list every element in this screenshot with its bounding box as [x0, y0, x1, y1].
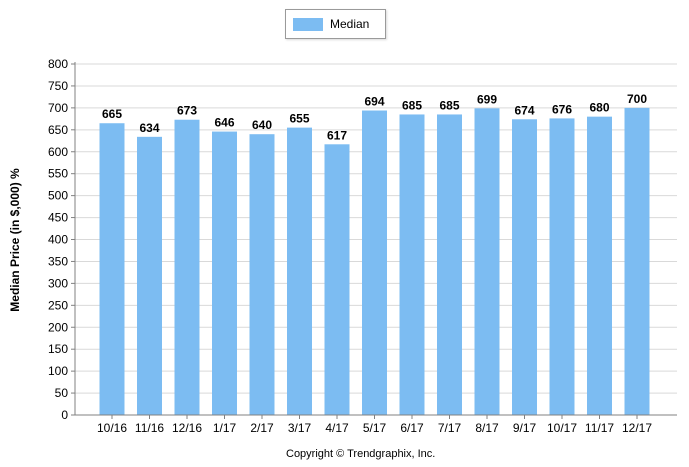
data-label: 699: [477, 92, 497, 106]
y-tick-label: 450: [48, 211, 68, 225]
data-label: 646: [214, 116, 234, 130]
data-label: 680: [589, 101, 609, 115]
bar: [324, 144, 350, 415]
y-tick-label: 800: [48, 57, 68, 71]
bar: [174, 119, 200, 415]
x-tick-label: 9/17: [513, 421, 537, 435]
x-tick-label: 2/17: [250, 421, 274, 435]
bars: [99, 107, 650, 416]
axes: 0 50 100 150 200 250 300 350 400 450 500 550 600 650 7…: [48, 57, 677, 435]
y-tick-label: 100: [48, 364, 68, 378]
x-tick-label: 1/17: [213, 421, 237, 435]
bar: [362, 110, 387, 415]
y-axis-title: Median Price (in $,000) %: [8, 168, 22, 312]
bar: [212, 131, 237, 415]
bar: [512, 119, 537, 415]
data-labels: 665 634 673 646 640 655 617 694 685 685 699 674 676 6…: [102, 92, 647, 142]
data-label: 634: [139, 121, 159, 135]
x-tick-label: 7/17: [438, 421, 462, 435]
y-tick-label: 50: [55, 386, 69, 400]
legend-label-median: Median: [330, 17, 370, 31]
x-tick-label: 11/17: [585, 421, 614, 435]
x-tick-label: 11/16: [135, 421, 164, 435]
bar: [249, 134, 275, 415]
bar: [437, 114, 462, 416]
data-label: 694: [364, 95, 384, 109]
data-label: 665: [102, 107, 122, 121]
bar: [549, 118, 575, 415]
x-tick-label: 10/17: [547, 421, 577, 435]
y-tick-label: 750: [48, 79, 68, 93]
data-label: 640: [252, 118, 272, 132]
y-tick-label: 150: [48, 342, 68, 356]
data-label: 685: [439, 98, 459, 112]
bar: [287, 127, 312, 416]
data-label: 676: [552, 102, 572, 116]
data-label: 655: [289, 112, 309, 126]
bar: [99, 123, 125, 415]
y-tick-label: 700: [48, 101, 68, 115]
y-tick-label: 250: [48, 298, 68, 312]
bar: [474, 108, 500, 415]
y-tick-label: 400: [48, 233, 68, 247]
copyright-text: Copyright © Trendgraphix, Inc.: [286, 448, 436, 460]
legend-swatch-median: [293, 18, 323, 31]
x-tick-label: 8/17: [475, 421, 499, 435]
data-label: 700: [627, 92, 647, 106]
x-tick-label: 10/16: [97, 421, 127, 435]
x-tick-label: 5/17: [363, 421, 387, 435]
y-tick-label: 200: [48, 320, 68, 334]
y-tick-label: 550: [48, 167, 68, 181]
bar: [137, 136, 162, 415]
data-label: 685: [402, 98, 422, 112]
x-tick-label: 4/17: [325, 421, 349, 435]
legend: Median: [285, 9, 386, 39]
y-tick-label: 600: [48, 145, 68, 159]
data-label: 617: [327, 128, 347, 142]
data-label: 673: [177, 104, 197, 118]
y-tick-label: 0: [61, 408, 68, 422]
y-tick-label: 500: [48, 189, 68, 203]
y-tick-label: 350: [48, 254, 68, 268]
x-tick-label: 12/16: [172, 421, 202, 435]
y-tick-label: 650: [48, 123, 68, 137]
x-tick-label: 12/17: [622, 421, 652, 435]
x-tick-label: 6/17: [400, 421, 424, 435]
bar: [624, 107, 650, 415]
data-label: 674: [514, 103, 534, 117]
x-tick-label: 3/17: [288, 421, 312, 435]
bar: [587, 116, 612, 416]
y-tick-label: 300: [48, 276, 68, 290]
bar: [399, 114, 425, 416]
